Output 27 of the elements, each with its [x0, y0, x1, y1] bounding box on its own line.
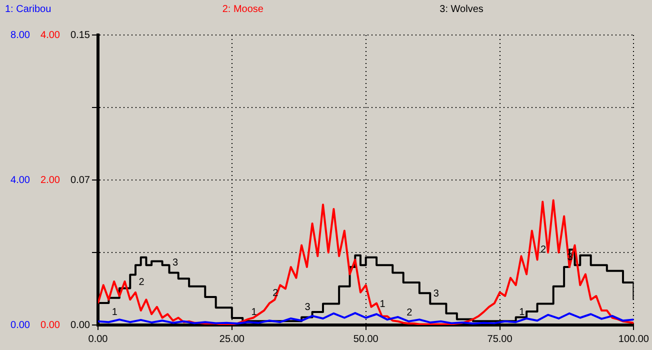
- y3-tick-label: 0.00: [70, 320, 90, 331]
- text: 2: Moose: [221, 4, 264, 15]
- y2-tick-label: 0.00: [40, 320, 60, 331]
- annotation: 3: [433, 288, 440, 300]
- x-tick-label: 100.00: [618, 334, 650, 345]
- annotation: 1: [519, 306, 526, 318]
- y3-tick-label: 0.15: [70, 30, 90, 41]
- annotation: 3: [172, 258, 178, 269]
- y2-tick-label: 4.00: [40, 30, 60, 41]
- text: 1: Caribou: [4, 4, 52, 15]
- annotation: 3: [304, 302, 311, 314]
- x-tick-label: 50.00: [353, 334, 379, 345]
- y-tick-label: 8.00: [10, 30, 30, 41]
- x-tick-label: 0.00: [88, 334, 108, 345]
- x-tick-label: 75.00: [487, 334, 513, 345]
- y3-tick-label: 0.07: [70, 174, 90, 186]
- annotation: 1: [112, 306, 118, 318]
- text: 3: Wolves: [438, 4, 484, 15]
- annotation: 1: [380, 298, 386, 310]
- y2-tick-label: 2.00: [40, 174, 60, 186]
- annotation: 2: [138, 277, 145, 288]
- y-tick-label: 4.00: [10, 174, 30, 186]
- annotation: 1: [251, 306, 258, 318]
- annotation: 2: [540, 244, 546, 256]
- annotation: 2: [406, 308, 413, 319]
- x-tick-label: 25.00: [219, 334, 245, 345]
- y-tick-label: 0.00: [10, 320, 30, 331]
